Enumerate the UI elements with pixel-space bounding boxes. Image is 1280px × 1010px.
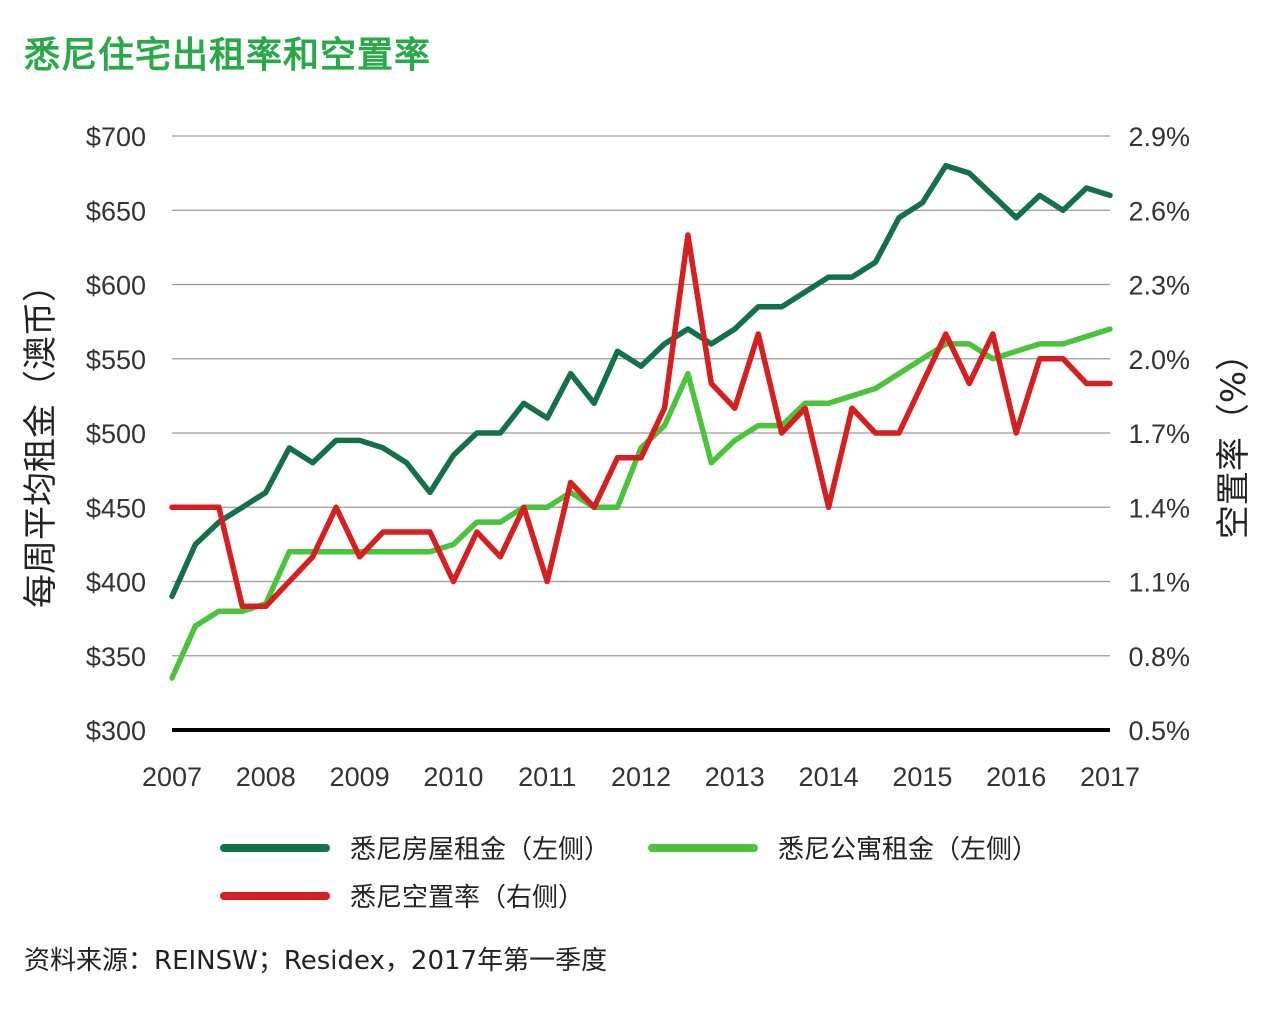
y2-tick-label: 2.0% <box>1128 345 1190 375</box>
x-tick-label: 2008 <box>236 762 296 792</box>
y2-tick-label: 0.8% <box>1128 642 1190 672</box>
source-note: 资料来源：REINSW；Residex，2017年第一季度 <box>24 946 608 976</box>
x-tick-label: 2012 <box>611 762 671 792</box>
right-axis-ticks: 2.9% 2.6% 2.3% 2.0% 1.7% 1.4% 1.1% 0.8% 0.5% <box>1128 122 1190 746</box>
y2-tick-label: 0.5% <box>1128 716 1190 746</box>
x-tick-label: 2007 <box>142 762 202 792</box>
series-line-vacancy-rate <box>169 232 1113 610</box>
gridlines <box>172 135 1110 732</box>
chart-title: 悉尼住宅出租率和空置率 <box>24 35 432 76</box>
legend-label-vacancy: 悉尼空置率（右侧） <box>350 883 584 913</box>
y-tick-label: $450 <box>86 493 146 523</box>
x-tick-label: 2015 <box>892 762 952 792</box>
y2-tick-label: 1.1% <box>1128 568 1190 598</box>
y-tick-label: $600 <box>86 271 146 301</box>
legend-label-house: 悉尼房屋租金（左侧） <box>350 835 610 865</box>
y-tick-label: $350 <box>86 642 146 672</box>
y2-tick-label: 2.9% <box>1128 122 1190 152</box>
x-tick-label: 2011 <box>518 762 576 792</box>
legend-label-apartment: 悉尼公寓租金（左侧） <box>778 835 1038 865</box>
y-tick-label: $500 <box>86 419 146 449</box>
series-line-apartment-rent <box>169 326 1113 681</box>
y2-axis-title: 空置率（%） <box>1214 337 1254 539</box>
left-axis-ticks: $700 $650 $600 $550 $500 $450 $400 $350 $300 <box>86 122 146 746</box>
x-tick-label: 2017 <box>1080 762 1140 792</box>
y-tick-label: $700 <box>86 122 146 152</box>
y-tick-label: $550 <box>86 345 146 375</box>
legend: 悉尼房屋租金（左侧） 悉尼公寓租金（左侧） 悉尼空置率（右侧） <box>220 835 1038 913</box>
y-tick-label: $650 <box>86 196 146 226</box>
y2-tick-label: 2.3% <box>1128 271 1190 301</box>
y-tick-label: $300 <box>86 716 146 746</box>
y2-tick-label: 2.6% <box>1128 196 1190 226</box>
x-tick-label: 2009 <box>330 762 390 792</box>
x-tick-label: 2016 <box>986 762 1046 792</box>
y2-tick-label: 1.7% <box>1128 419 1190 449</box>
x-tick-label: 2013 <box>705 762 765 792</box>
x-tick-label: 2010 <box>423 762 483 792</box>
series-line-house-rent <box>169 162 1113 600</box>
series-lines <box>169 162 1113 681</box>
x-tick-label: 2014 <box>799 762 859 792</box>
y-tick-label: $400 <box>86 568 146 598</box>
y-axis-title: 每周平均租金（澳币） <box>21 268 61 608</box>
y2-tick-label: 1.4% <box>1128 493 1190 523</box>
x-axis-ticks: 2007 2008 2009 2010 2011 2012 2013 2014 2015 2016… <box>142 762 1140 792</box>
